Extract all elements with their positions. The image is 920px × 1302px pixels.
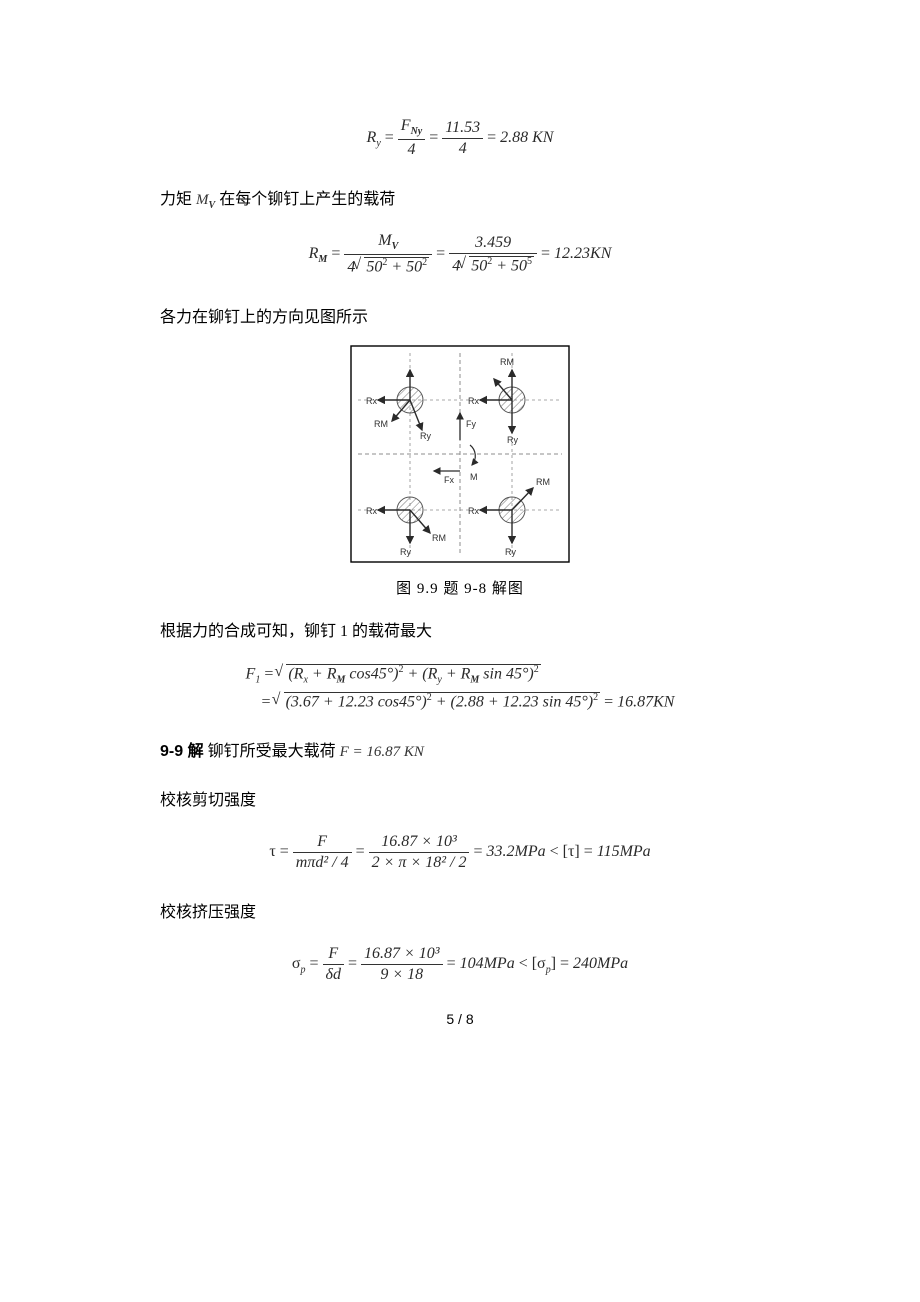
para-bearing-check: 校核挤压强度 — [160, 899, 760, 928]
figure-9-9: Rx RM Ry RM Rx Ry Rx Ry RM Rx — [160, 345, 760, 598]
label-ry-tl: Ry — [420, 431, 431, 441]
rivet-force-diagram: Rx RM Ry RM Rx Ry Rx Ry RM Rx — [350, 345, 570, 563]
label-rm-tr: RM — [500, 357, 514, 367]
page: Ry = FNy 4 = 11.53 4 = 2.88 KN 力矩 MV 在每个… — [0, 0, 920, 1067]
label-rx-tl: Rx — [366, 396, 377, 406]
label-fy: Fy — [466, 419, 476, 429]
label-rm-tl: RM — [374, 419, 388, 429]
equation-sigma-p: σp = F δd = 16.87 × 10³ 9 × 18 = 104MPa … — [160, 946, 760, 983]
label-ry-br: Ry — [505, 547, 516, 557]
label-m: M — [470, 472, 478, 482]
para-composition: 根据力的合成可知，铆钉 1 的载荷最大 — [160, 618, 760, 647]
figure-caption: 图 9.9 题 9-8 解图 — [396, 577, 524, 598]
equation-tau: τ = F mπd² / 4 = 16.87 × 10³ 2 × π × 18²… — [160, 834, 760, 871]
para-9-9: 9-9 解 铆钉所受最大载荷 F = 16.87 KN — [160, 738, 760, 767]
page-number: 5 / 8 — [160, 1011, 760, 1027]
equation-ry: Ry = FNy 4 = 11.53 4 = 2.88 KN — [160, 118, 760, 158]
label-rm-br: RM — [536, 477, 550, 487]
label-rx-tr: Rx — [468, 396, 479, 406]
equation-rm: RM = MV 4502 + 502 = 3.459 4502 + 505 = … — [160, 233, 760, 276]
para-direction: 各力在铆钉上的方向见图所示 — [160, 304, 760, 333]
label-ry-tr: Ry — [507, 435, 518, 445]
equation-f1: F1 = (Rx + RM cos45°)2 + (Ry + RM sin 45… — [160, 664, 760, 710]
eq1-lhs: R — [367, 129, 377, 146]
label-rm-bl: RM — [432, 533, 446, 543]
label-ry-bl: Ry — [400, 547, 411, 557]
para-shear-check: 校核剪切强度 — [160, 787, 760, 816]
para-moment-load: 力矩 MV 在每个铆钉上产生的载荷 — [160, 186, 760, 215]
label-rx-bl: Rx — [366, 506, 377, 516]
label-fx: Fx — [444, 475, 454, 485]
label-rx-br: Rx — [468, 506, 479, 516]
